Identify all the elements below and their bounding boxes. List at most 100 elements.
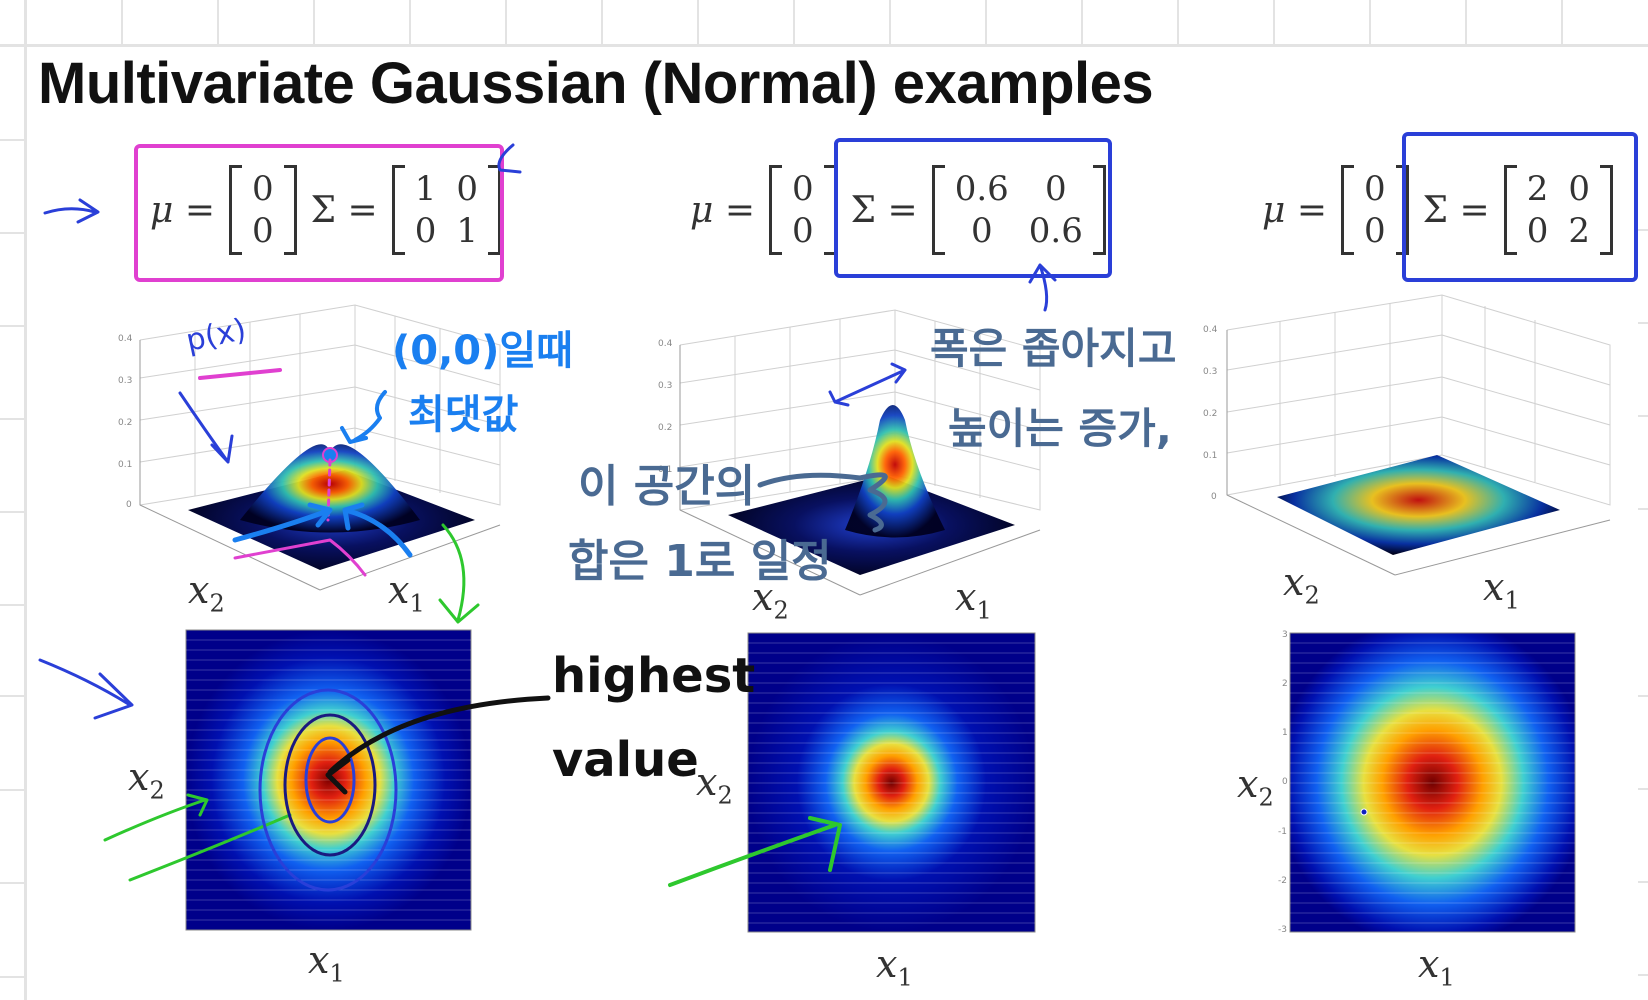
axis-label-x1: x1 bbox=[1483, 565, 1520, 615]
arrow-icon bbox=[497, 143, 522, 174]
page-title: Multivariate Gaussian (Normal) examples bbox=[38, 51, 1154, 116]
heatmap-xlabel: x1 bbox=[1418, 942, 1455, 992]
mu-vector: 0 0 bbox=[1341, 165, 1409, 255]
sigma-value: 0 bbox=[1526, 211, 1549, 251]
mu-label: μ = bbox=[1262, 189, 1328, 231]
annotation-sum-line1: 이 공간의 bbox=[578, 461, 756, 512]
mu-label: μ = bbox=[150, 189, 216, 231]
sigma-label: Σ = bbox=[1422, 189, 1490, 231]
annotation-narrow-line2: 높이는 증가, bbox=[948, 404, 1172, 453]
axis-label-x2: x2 bbox=[1283, 560, 1320, 610]
grid-tick bbox=[1638, 322, 1648, 324]
sigma-label: Σ = bbox=[310, 189, 378, 231]
grid-tick bbox=[0, 789, 24, 791]
heat-tick: -2 bbox=[1278, 876, 1287, 886]
mu-value: 0 bbox=[252, 211, 274, 251]
mu-label: μ = bbox=[690, 189, 756, 231]
heat-tick: 3 bbox=[1282, 630, 1288, 640]
z-tick: 0.3 bbox=[118, 376, 133, 386]
sigma-value: 0 bbox=[970, 211, 993, 251]
annotation-highest-line2: value bbox=[552, 732, 699, 788]
contour-outer bbox=[258, 688, 398, 892]
heatmap-3 bbox=[1289, 632, 1576, 933]
heatmap-1 bbox=[185, 629, 472, 931]
annotation-narrow-line1: 폭은 좁아지고 bbox=[930, 324, 1177, 373]
contour-inner bbox=[304, 736, 356, 824]
z-tick: 0.3 bbox=[658, 381, 673, 391]
heatmap-ylabel: x2 bbox=[696, 760, 733, 810]
sigma-value: 2 bbox=[1568, 211, 1590, 251]
heat-tick: 2 bbox=[1282, 679, 1288, 689]
handwritten-strokes bbox=[38, 143, 1057, 892]
grid-tick bbox=[0, 695, 24, 697]
heat-tick: -3 bbox=[1278, 925, 1287, 935]
mu-value: 0 bbox=[252, 169, 274, 209]
grid-tick bbox=[1638, 881, 1648, 883]
sigma-value: 0 bbox=[1045, 169, 1067, 209]
highlight-box-pink bbox=[134, 144, 504, 282]
arrow-right-icon bbox=[43, 198, 100, 224]
z-tick: 0.1 bbox=[658, 465, 673, 475]
mu-value: 0 bbox=[792, 211, 814, 251]
surface-plot-3 bbox=[1226, 294, 1611, 576]
sigma-value: 0 bbox=[456, 169, 478, 209]
grid-tick bbox=[0, 511, 24, 513]
heatmap-ylabel: x2 bbox=[128, 755, 165, 805]
annotation-max-line2: 최댓값 bbox=[408, 392, 519, 438]
gaussian-peak bbox=[240, 444, 420, 533]
highlight-box-blue bbox=[834, 138, 1112, 278]
grid-tick bbox=[0, 139, 24, 141]
gaussian-wide-surface bbox=[1277, 455, 1560, 555]
heat-tick: -1 bbox=[1278, 827, 1287, 837]
grid-tick bbox=[1638, 508, 1648, 510]
grid-line bbox=[24, 0, 27, 1000]
axis-label-x2: x2 bbox=[752, 575, 789, 625]
heat-tick: 0 bbox=[1282, 777, 1288, 787]
grid-tick bbox=[0, 418, 24, 420]
z-tick: 0.4 bbox=[1203, 325, 1218, 335]
z-tick: 0.4 bbox=[658, 339, 673, 349]
sigma-label: Σ = bbox=[850, 189, 918, 231]
z-tick: 0 bbox=[1211, 492, 1217, 502]
heat-tick: 1 bbox=[1282, 728, 1288, 738]
sigma-value: 0 bbox=[1568, 169, 1590, 209]
arrow-right-icon bbox=[38, 658, 134, 720]
z-tick: 0.2 bbox=[1203, 409, 1218, 419]
gaussian-peak-narrow bbox=[845, 405, 945, 538]
contour-mid bbox=[283, 713, 377, 857]
formula-panel-2: μ = 0 0 Σ = 0.6 0 0 0.6 bbox=[690, 165, 1106, 255]
heatmap-2 bbox=[747, 632, 1036, 933]
z-tick: 0.1 bbox=[1203, 451, 1218, 461]
grid-tick bbox=[1638, 788, 1648, 790]
sigma-value: 1 bbox=[414, 169, 437, 209]
z-tick: 0.2 bbox=[118, 418, 133, 428]
double-arrow-icon bbox=[828, 362, 907, 407]
sigma-value: 2 bbox=[1526, 169, 1549, 209]
axis-label-x1: x1 bbox=[388, 568, 425, 618]
z-tick: 0.3 bbox=[1203, 367, 1218, 377]
sigma-value: 0.6 bbox=[954, 169, 1009, 209]
surface-plot-1 bbox=[139, 304, 501, 591]
sigma-value: 0.6 bbox=[1028, 211, 1083, 251]
grid-line bbox=[0, 44, 1648, 47]
grid-tick bbox=[0, 976, 24, 978]
grid-tick bbox=[1638, 974, 1648, 976]
z-tick: 0.4 bbox=[118, 334, 133, 344]
sigma-value: 1 bbox=[456, 211, 478, 251]
axis-label-x1: x1 bbox=[955, 575, 992, 625]
grid-tick bbox=[1638, 695, 1648, 697]
heatmap-xlabel: x1 bbox=[876, 942, 913, 992]
z-tick: 0 bbox=[126, 500, 132, 510]
heatmap-ylabel: x2 bbox=[1237, 762, 1274, 812]
sample-point bbox=[1360, 808, 1368, 816]
annotation-sum-line2: 합은 1로 일정 bbox=[568, 536, 832, 587]
annotation-max-line1: (0,0)일때 bbox=[392, 328, 574, 374]
highlight-box-blue bbox=[1402, 132, 1638, 282]
surface-plot-2 bbox=[679, 309, 1041, 596]
annotation-highest-line1: highest bbox=[552, 648, 756, 704]
mu-value: 0 bbox=[1364, 169, 1386, 209]
